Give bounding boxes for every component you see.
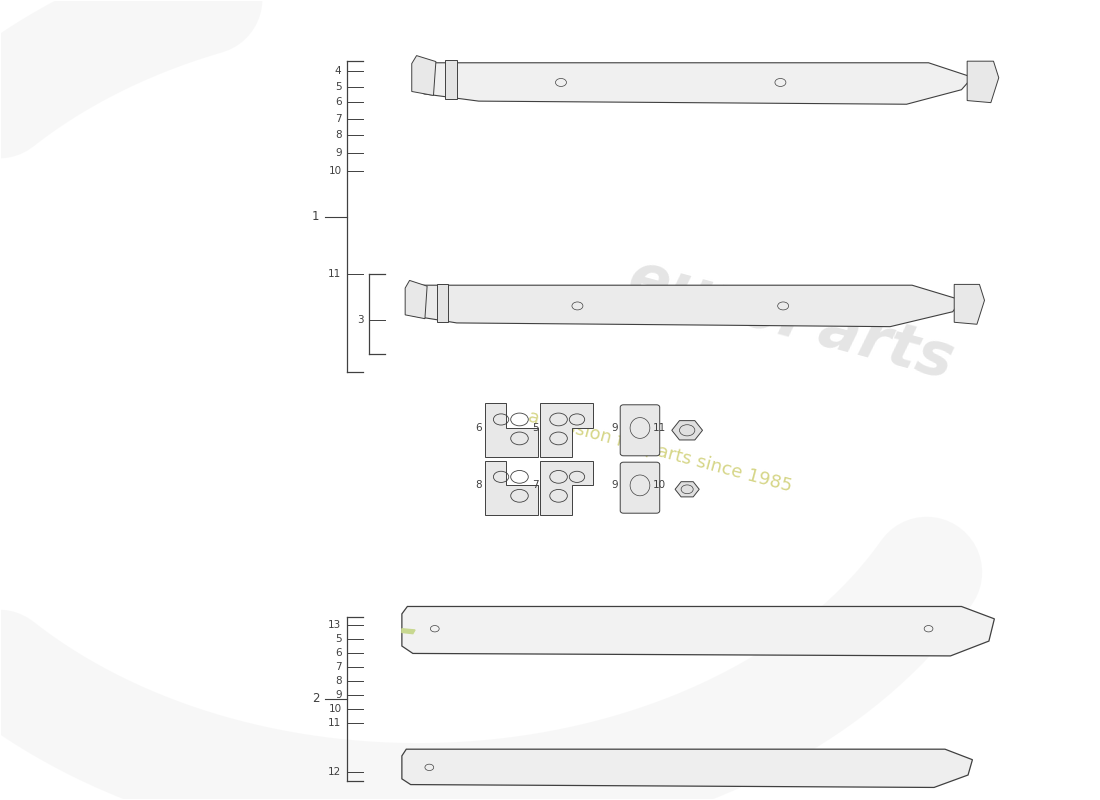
Text: 8: 8 [334,130,341,140]
Polygon shape [540,403,593,458]
Polygon shape [540,461,593,515]
Polygon shape [485,461,538,515]
Text: 6: 6 [475,423,482,433]
Text: 4: 4 [334,66,341,76]
Text: 8: 8 [334,676,341,686]
Polygon shape [675,482,700,497]
Polygon shape [954,285,985,324]
Text: 9: 9 [334,690,341,700]
Text: 11: 11 [328,718,341,728]
Text: 9: 9 [612,423,618,433]
Text: 5: 5 [532,423,539,433]
Text: 11: 11 [328,269,341,279]
Text: 3: 3 [356,315,363,326]
Polygon shape [405,281,427,318]
Text: 6: 6 [334,648,341,658]
FancyBboxPatch shape [620,405,660,456]
Text: 11: 11 [653,423,667,433]
Text: 8: 8 [475,480,482,490]
Polygon shape [967,61,999,102]
Polygon shape [402,629,415,634]
Polygon shape [437,284,448,322]
Text: 7: 7 [334,114,341,123]
Polygon shape [485,403,538,458]
Text: 9: 9 [334,148,341,158]
Polygon shape [411,56,436,95]
Text: 6: 6 [334,97,341,107]
Text: 7: 7 [334,662,341,672]
FancyBboxPatch shape [620,462,660,514]
Polygon shape [424,62,972,104]
Text: a passion for parts since 1985: a passion for parts since 1985 [526,408,794,496]
Text: 10: 10 [329,703,341,714]
Text: 9: 9 [612,480,618,490]
Polygon shape [402,606,994,656]
Text: 10: 10 [329,166,341,176]
Polygon shape [672,421,703,440]
Text: 5: 5 [334,82,341,92]
Text: 5: 5 [334,634,341,644]
Text: 2: 2 [312,693,320,706]
Text: 10: 10 [653,480,667,490]
Polygon shape [412,286,961,326]
Polygon shape [446,59,458,99]
Text: 12: 12 [328,767,341,778]
Text: 7: 7 [532,480,539,490]
Text: 13: 13 [328,620,341,630]
Text: 1: 1 [312,210,320,223]
Text: euroParts: euroParts [621,249,960,392]
Polygon shape [402,749,972,787]
